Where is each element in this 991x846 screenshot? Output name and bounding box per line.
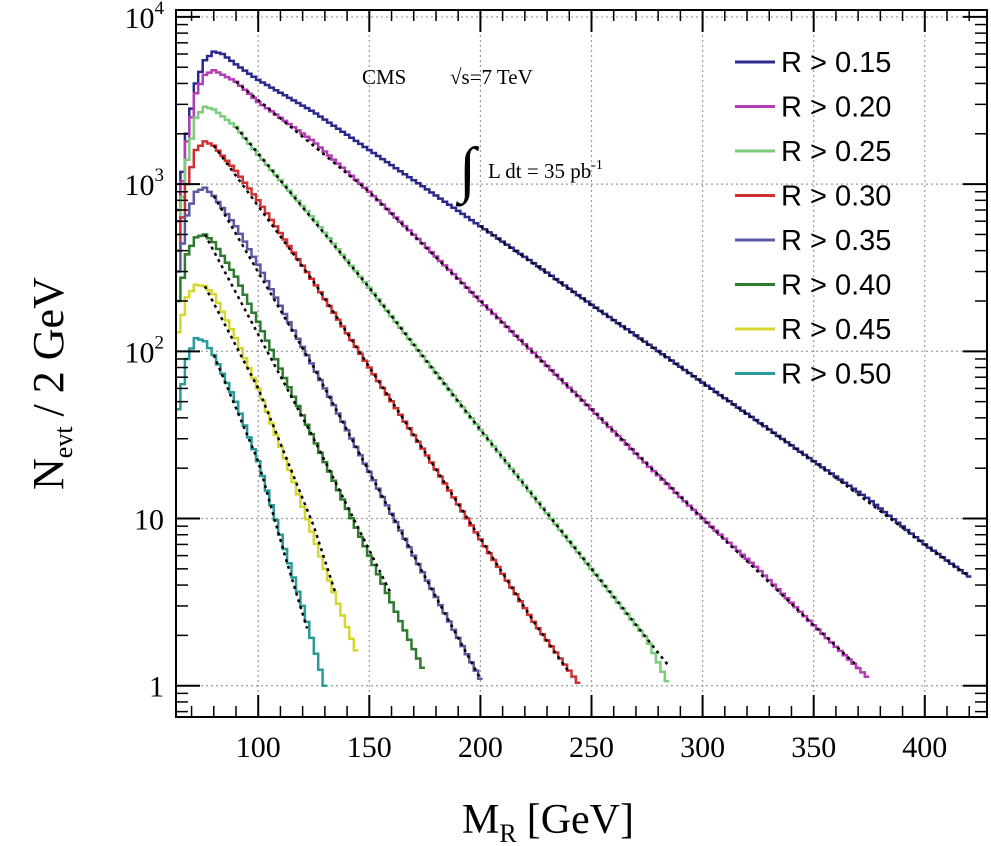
y-tick-label: 1 <box>149 671 164 704</box>
legend-label: R > 0.50 <box>781 359 891 391</box>
x-tick-label: 400 <box>902 731 947 764</box>
y-axis-title-main: N <box>24 458 73 490</box>
y-axis-title: Nevt / 2 GeV <box>24 277 78 490</box>
series-fit-line <box>212 354 309 629</box>
lumi-label: L dt = 35 pb-1 <box>488 158 603 183</box>
y-tick-label: 102 <box>125 332 165 369</box>
x-tick-label: 300 <box>680 731 725 764</box>
x-tick-label: 200 <box>458 731 503 764</box>
series-fit-line <box>203 233 393 596</box>
lumi-text: L dt = 35 pb <box>488 159 591 183</box>
legend-label: R > 0.45 <box>781 314 891 346</box>
x-axis-title-main: M <box>462 797 499 843</box>
x-tick-label: 250 <box>569 731 614 764</box>
y-axis-title-sub: evt <box>49 426 78 459</box>
x-axis-title: MR [GeV] <box>462 797 634 846</box>
series-layer <box>176 50 972 687</box>
legend-label: R > 0.20 <box>781 92 891 124</box>
legend-label: R > 0.40 <box>781 270 891 302</box>
x-tick-label: 100 <box>236 731 281 764</box>
x-tick-label: 150 <box>347 731 392 764</box>
series-fit-line <box>479 225 970 578</box>
y-tick-label: 10 <box>134 504 164 537</box>
series-fit-line <box>235 80 859 668</box>
y-tick-label: 104 <box>125 0 165 35</box>
x-axis-title-sub: R <box>499 819 517 846</box>
series-line <box>176 233 425 670</box>
legend: R > 0.15 R > 0.20 R > 0.25 R > 0.30 R > 0.35… <box>735 47 891 391</box>
experiment-label: CMS <box>362 65 406 89</box>
lumi-exponent: -1 <box>591 158 603 173</box>
grid <box>176 10 987 717</box>
series-fit-line <box>212 144 571 674</box>
plot-frame <box>175 9 988 718</box>
legend-label: R > 0.15 <box>781 47 891 79</box>
series-fit-line <box>212 195 482 680</box>
x-axis-title-unit: [GeV] <box>527 797 634 843</box>
integral-symbol: ∫ <box>455 136 480 207</box>
series-line <box>176 336 328 687</box>
series-fit-line <box>203 285 338 596</box>
legend-label: R > 0.35 <box>781 225 891 257</box>
y-axis-title-rest: / 2 GeV <box>24 277 73 417</box>
x-tick-label: 350 <box>791 731 836 764</box>
legend-label: R > 0.30 <box>781 181 891 213</box>
legend-label: R > 0.25 <box>781 136 891 168</box>
y-tick-label: 103 <box>125 165 165 202</box>
tick-labels: 100 150 200 250 300 350 400 1 10 102 103 104 <box>125 0 948 764</box>
energy-label: √s=7 TeV <box>450 65 533 89</box>
axis-ticks <box>176 10 987 717</box>
